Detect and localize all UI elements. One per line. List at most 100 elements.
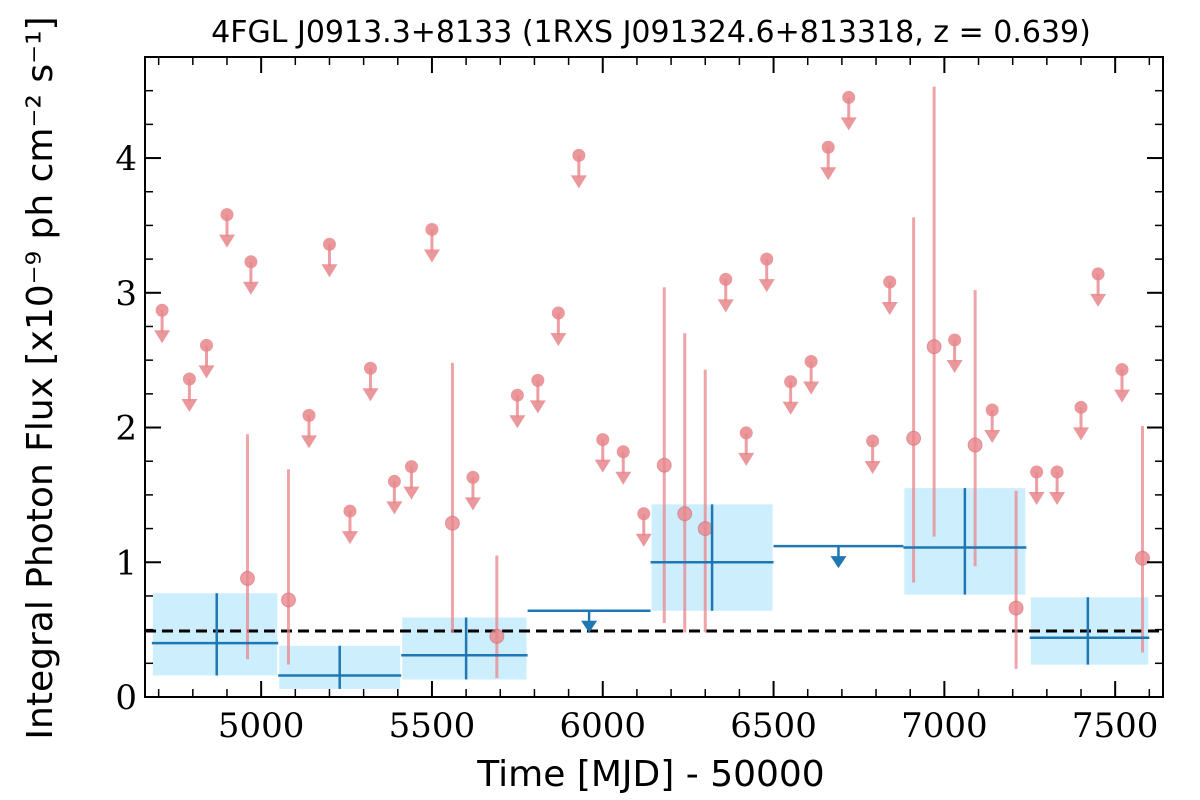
short-bin-upper-limit-arrow — [218, 234, 235, 248]
short-bin-upper-limit-arrow — [864, 461, 881, 474]
short-bin-upper-limit-point — [244, 255, 258, 269]
short-bin-upper-limit-point — [821, 140, 835, 154]
short-bin-upper-limit-point — [985, 403, 999, 417]
short-bin-upper-limit-arrow — [820, 167, 837, 181]
short-bin-upper-limit-point — [739, 426, 753, 440]
short-bin-upper-limit-arrow — [946, 359, 963, 373]
short-bin-point — [489, 628, 505, 644]
short-bin-upper-limit-point — [322, 237, 336, 251]
short-bin-upper-limit-point — [637, 507, 651, 521]
short-bin-upper-limit-arrow — [321, 264, 338, 278]
y-tick-label: 2 — [115, 409, 137, 449]
short-bin-point — [1135, 550, 1151, 566]
short-bin-upper-limit-point — [1050, 465, 1064, 479]
short-bin-upper-limit-arrow — [984, 430, 1001, 444]
short-bin-upper-limit-arrow — [181, 399, 198, 413]
x-tick-label: 7000 — [901, 706, 988, 746]
short-bin-upper-limit-point — [572, 148, 586, 162]
short-bin-upper-limit-point — [466, 470, 480, 484]
data-layer — [145, 86, 1163, 689]
short-bin-upper-limit-point — [510, 388, 524, 402]
short-bin-upper-limit-point — [866, 434, 880, 448]
short-bin-upper-limit-point — [1091, 267, 1105, 281]
x-tick-label: 5000 — [218, 706, 305, 746]
short-bin-upper-limit-arrow — [509, 415, 526, 429]
short-bin-upper-limit-arrow — [782, 401, 799, 415]
short-bin-upper-limit-arrow — [362, 388, 379, 402]
plot-area: 5000 5500 6000 6500 7000 7500 0 1 2 3 4 — [115, 56, 1164, 746]
short-bin-upper-limit-point — [363, 361, 377, 375]
long-bin-upper-limit-arrow — [581, 620, 598, 633]
short-bin-upper-limit-arrow — [1090, 293, 1107, 307]
short-bin-upper-limit-point — [404, 460, 418, 474]
short-bin-upper-limit-arrow — [594, 459, 611, 473]
short-bin-upper-limit-arrow — [242, 281, 259, 295]
short-bin-upper-limit-arrow — [570, 175, 587, 189]
short-bin-upper-limit-point — [182, 372, 196, 386]
short-bin-upper-limit-point — [804, 355, 818, 369]
plot-frame — [144, 56, 1164, 698]
short-bin-point — [280, 592, 296, 608]
short-bin-upper-limit-point — [425, 222, 439, 236]
long-bin-upper-limit-arrow — [830, 556, 847, 569]
short-bin-upper-limit-point — [220, 208, 234, 222]
short-bin-point — [677, 506, 693, 522]
short-bin-upper-limit-arrow — [300, 435, 317, 449]
short-bin-upper-limit-point — [387, 474, 401, 488]
x-tick-label: 6500 — [730, 706, 817, 746]
short-bin-upper-limit-arrow — [341, 531, 358, 545]
y-tick-label: 4 — [115, 139, 137, 179]
short-bin-upper-limit-point — [155, 303, 169, 317]
long-bin-band — [402, 617, 527, 680]
short-bin-point — [697, 521, 713, 537]
short-bin-upper-limit-arrow — [386, 501, 403, 515]
short-bin-upper-limit-arrow — [840, 117, 857, 131]
short-bin-upper-limit-point — [1115, 363, 1129, 377]
short-bin-upper-limit-point — [1074, 400, 1088, 414]
short-bin-point — [444, 515, 460, 531]
short-bin-point — [926, 339, 942, 355]
short-bin-upper-limit-point — [948, 333, 962, 347]
short-bin-upper-limit-point — [551, 306, 565, 320]
x-tick-label: 7500 — [1072, 706, 1159, 746]
y-tick-label: 0 — [115, 678, 137, 718]
short-bin-upper-limit-arrow — [635, 533, 652, 547]
short-bin-upper-limit-point — [1030, 465, 1044, 479]
short-bin-upper-limit-point — [719, 272, 733, 286]
short-bin-upper-limit-point — [199, 338, 213, 352]
short-bin-point — [239, 570, 255, 586]
x-tick-label: 5500 — [389, 706, 476, 746]
short-bin-upper-limit-arrow — [1114, 389, 1131, 403]
short-bin-upper-limit-point — [616, 445, 630, 459]
y-axis-label: Integral Photon Flux [x10⁻⁹ ph cm⁻² s⁻¹] — [20, 16, 61, 739]
short-bin-upper-limit-arrow — [154, 330, 171, 344]
short-bin-upper-limit-arrow — [423, 249, 440, 263]
short-bin-upper-limit-arrow — [529, 400, 546, 414]
short-bin-upper-limit-point — [760, 252, 774, 266]
short-bin-upper-limit-point — [302, 408, 316, 422]
x-axis-label: Time [MJD] - 50000 — [476, 754, 824, 795]
short-bin-upper-limit-arrow — [198, 365, 215, 379]
chart-title: 4FGL J0913.3+8133 (1RXS J091324.6+813318… — [211, 15, 1091, 50]
y-tick-label: 1 — [115, 543, 137, 583]
short-bin-upper-limit-point — [531, 373, 545, 387]
short-bin-upper-limit-point — [784, 375, 798, 389]
short-bin-upper-limit-point — [842, 90, 856, 104]
short-bin-upper-limit-arrow — [758, 279, 775, 293]
short-bin-upper-limit-arrow — [717, 299, 734, 313]
short-bin-point — [967, 437, 983, 453]
short-bin-upper-limit-arrow — [615, 471, 632, 485]
short-bin-upper-limit-arrow — [1049, 491, 1066, 505]
short-bin-point — [1008, 600, 1024, 616]
short-bin-upper-limit-arrow — [803, 381, 820, 395]
short-bin-upper-limit-arrow — [1073, 427, 1090, 441]
short-bin-upper-limit-arrow — [464, 497, 481, 511]
short-bin-upper-limit-point — [343, 504, 357, 518]
short-bin-upper-limit-point — [596, 433, 610, 447]
short-bin-upper-limit-arrow — [1028, 491, 1045, 505]
short-bin-upper-limit-arrow — [403, 486, 420, 500]
long-bin-band — [152, 593, 278, 676]
short-bin-upper-limit-point — [883, 275, 897, 289]
short-bin-upper-limit-arrow — [550, 333, 567, 346]
